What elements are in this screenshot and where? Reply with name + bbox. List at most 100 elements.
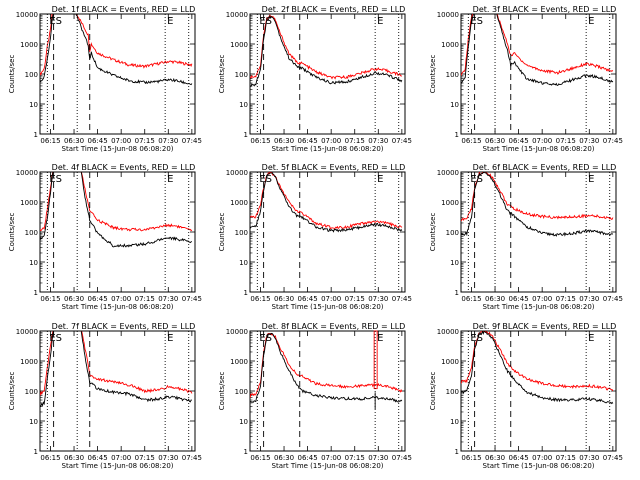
series-line-lld xyxy=(461,14,614,77)
x-tick-label: 07:30 xyxy=(158,137,178,145)
x-tick-label: 07:00 xyxy=(532,137,552,145)
y-axis-label: Counts/sec xyxy=(429,372,437,411)
y-tick-label: 1 xyxy=(244,289,248,297)
x-tick-label: 07:15 xyxy=(556,454,576,462)
y-tick-label: 1000 xyxy=(441,41,459,49)
x-tick-label: 07:30 xyxy=(368,454,388,462)
chart-title: Det. 5f BLACK = Events, RED = LLD xyxy=(262,163,406,172)
y-tick-label: 10000 xyxy=(16,11,38,19)
x-axis-label: Start Time (15-Jun-08 06:08:20) xyxy=(62,303,174,311)
spike-mark xyxy=(373,330,378,390)
x-tick-label: 07:45 xyxy=(603,137,623,145)
x-tick-label: 06:30 xyxy=(485,295,505,303)
series-line-lld xyxy=(461,331,614,392)
x-tick-label: 07:30 xyxy=(579,295,599,303)
x-tick-label: 06:45 xyxy=(509,454,529,462)
series-line-events xyxy=(250,332,403,403)
series-line-lld xyxy=(461,172,614,222)
marker-label: E xyxy=(377,16,383,27)
y-tick-label: 1000 xyxy=(230,358,248,366)
x-tick-label: 07:45 xyxy=(182,454,202,462)
y-tick-label: 10 xyxy=(450,259,459,267)
plot-frame xyxy=(39,171,196,293)
y-axis-label: Counts/sec xyxy=(8,372,16,411)
marker-label: S xyxy=(56,174,62,185)
x-axis-label: Start Time (15-Jun-08 06:08:20) xyxy=(272,303,384,311)
y-tick-label: 1000 xyxy=(20,41,38,49)
y-tick-label: 100 xyxy=(446,71,459,79)
y-axis-label: Counts/sec xyxy=(218,372,226,411)
x-tick-label: 07:30 xyxy=(368,137,388,145)
x-axis-label: Start Time (15-Jun-08 06:08:20) xyxy=(62,462,174,470)
chart-title: Det. 7f BLACK = Events, RED = LLD xyxy=(52,322,196,331)
x-tick-label: 07:45 xyxy=(392,295,412,303)
series-line-events xyxy=(40,172,193,248)
y-tick-label: 1000 xyxy=(441,358,459,366)
series-line-events xyxy=(40,331,193,408)
x-tick-label: 06:15 xyxy=(461,295,481,303)
x-tick-label: 07:00 xyxy=(532,454,552,462)
x-tick-label: 07:15 xyxy=(556,137,576,145)
chart-title: Det. 6f BLACK = Events, RED = LLD xyxy=(473,163,617,172)
y-tick-label: 10 xyxy=(29,259,38,267)
marker-label: E xyxy=(167,333,173,344)
marker-label: E xyxy=(588,174,594,185)
chart-title: Det. 2f BLACK = Events, RED = LLD xyxy=(262,5,406,14)
y-tick-label: 1 xyxy=(455,131,459,139)
x-tick-label: 06:45 xyxy=(509,295,529,303)
x-axis-label: Start Time (15-Jun-08 06:08:20) xyxy=(272,462,384,470)
y-tick-label: 10 xyxy=(450,101,459,109)
x-axis-label: Start Time (15-Jun-08 06:08:20) xyxy=(483,462,595,470)
x-tick-label: 07:15 xyxy=(556,295,576,303)
y-tick-label: 100 xyxy=(25,71,38,79)
x-tick-label: 07:45 xyxy=(603,454,623,462)
y-tick-label: 1 xyxy=(34,131,38,139)
y-axis-label: Counts/sec xyxy=(218,213,226,252)
x-axis-label: Start Time (15-Jun-08 06:08:20) xyxy=(483,303,595,311)
series-line-events xyxy=(250,14,403,88)
y-tick-label: 1 xyxy=(34,448,38,456)
series-line-lld xyxy=(40,172,193,232)
y-axis-label: Counts/sec xyxy=(218,55,226,94)
y-tick-label: 1000 xyxy=(441,199,459,207)
x-tick-label: 06:30 xyxy=(274,295,294,303)
marker-label: E xyxy=(49,333,55,344)
x-tick-label: 06:30 xyxy=(64,454,84,462)
series-line-events xyxy=(461,14,614,86)
chart-panel: Det. 1f BLACK = Events, RED = LLD 1 10 100 1… xyxy=(8,5,202,153)
x-tick-label: 07:45 xyxy=(182,137,202,145)
y-tick-label: 100 xyxy=(25,388,38,396)
marker-label: S xyxy=(56,333,62,344)
marker-label: S xyxy=(266,333,272,344)
y-tick-label: 10 xyxy=(29,101,38,109)
x-tick-label: 07:15 xyxy=(345,295,365,303)
x-tick-label: 07:15 xyxy=(135,295,155,303)
y-tick-label: 1 xyxy=(244,448,248,456)
x-tick-label: 07:45 xyxy=(603,295,623,303)
y-tick-label: 1 xyxy=(34,289,38,297)
marker-label: E xyxy=(167,174,173,185)
x-tick-label: 07:00 xyxy=(532,295,552,303)
chart-title: Det. 1f BLACK = Events, RED = LLD xyxy=(52,5,196,14)
x-tick-label: 07:15 xyxy=(345,137,365,145)
y-tick-label: 10 xyxy=(239,101,248,109)
chart-title: Det. 3f BLACK = Events, RED = LLD xyxy=(473,5,617,14)
y-tick-label: 10000 xyxy=(16,328,38,336)
x-tick-label: 06:30 xyxy=(274,454,294,462)
y-tick-label: 1000 xyxy=(20,358,38,366)
chart-panel: Det. 6f BLACK = Events, RED = LLD 1 10 100 1… xyxy=(429,163,623,311)
y-tick-label: 10000 xyxy=(437,11,459,19)
marker-label: E xyxy=(259,16,265,27)
x-tick-label: 07:00 xyxy=(111,295,131,303)
x-tick-label: 06:45 xyxy=(298,137,318,145)
series-line-lld xyxy=(40,14,193,77)
x-tick-label: 07:00 xyxy=(321,137,341,145)
y-tick-label: 100 xyxy=(446,388,459,396)
marker-label: E xyxy=(377,333,383,344)
x-tick-label: 06:15 xyxy=(250,295,270,303)
x-tick-label: 06:15 xyxy=(461,454,481,462)
x-tick-label: 06:45 xyxy=(509,137,529,145)
x-tick-label: 07:30 xyxy=(579,137,599,145)
y-tick-label: 1 xyxy=(455,448,459,456)
